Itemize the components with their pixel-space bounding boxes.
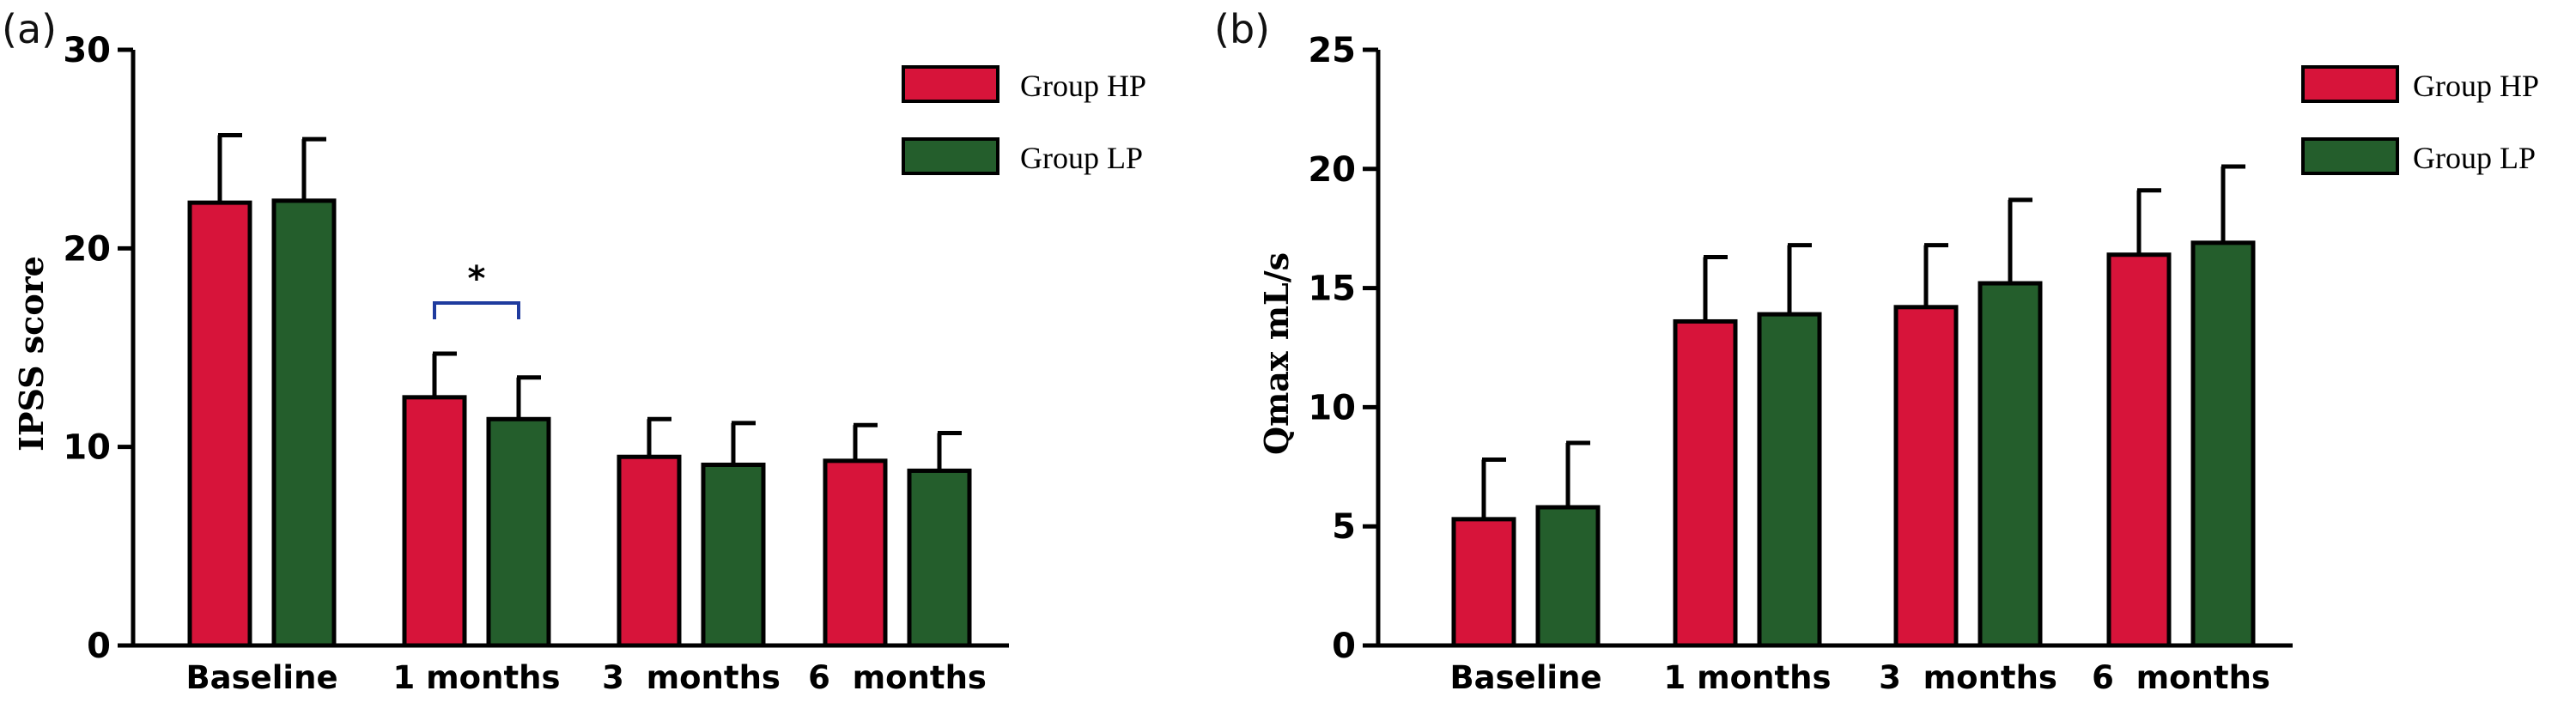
bar-group-lp-3 (2190, 240, 2256, 648)
significance-bracket (433, 301, 520, 319)
bar-group-hp-2 (617, 454, 682, 648)
y-tick-label: 20 (63, 229, 111, 269)
y-tick-label: 10 (63, 428, 111, 468)
panel-a-label: (a) (2, 6, 57, 52)
bar-group-hp-2 (1893, 305, 1959, 648)
x-tick-label: 3 months (602, 659, 781, 696)
bar-group-lp-0 (271, 198, 337, 648)
bar-group-hp-1 (1673, 318, 1738, 648)
y-tick-label: 30 (63, 31, 111, 70)
bar-group-hp-3 (823, 458, 888, 648)
legend-swatch-group-lp (902, 137, 999, 175)
bar-group-lp-0 (1535, 505, 1601, 648)
x-tick-label: 6 months (2092, 659, 2270, 696)
panel-b-label: (b) (1214, 6, 1270, 52)
bar-group-lp-2 (1978, 281, 2043, 648)
bar-group-lp-2 (701, 462, 766, 648)
x-tick-label: Baseline (1449, 659, 1601, 696)
legend-label-group-hp: Group HP (1020, 69, 1146, 103)
panel-b-y-axis-title: Qmax mL/s (1257, 252, 1296, 455)
y-tick-label: 25 (1308, 31, 1356, 70)
panel-b-legend: Group HP Group LP (2301, 65, 2539, 175)
y-tick-label: 5 (1332, 507, 1356, 547)
panel-b: (b) Qmax mL/s Baseline 1 months 3 months 6 … (1214, 6, 2539, 696)
panel-b-plot-area: Baseline 1 months 3 months 6 months 0 5 10 15 20… (1308, 31, 2293, 696)
bar-group-hp-0 (1451, 517, 1516, 648)
x-tick-label: 1 months (1664, 659, 1832, 696)
y-tick-label: 20 (1308, 150, 1356, 190)
panel-a-plot-area: Baseline 1 months 3 months 6 months 0 10 20 30 * (63, 31, 1009, 696)
x-tick-label: Baseline (185, 659, 337, 696)
panel-a-legend: Group HP Group LP (902, 65, 1146, 175)
panel-a-y-axis-title: IPSS score (12, 256, 51, 451)
legend-label-group-lp: Group LP (2413, 141, 2536, 175)
y-tick-label: 10 (1308, 388, 1356, 427)
panel-a: (a) IPSS score Baseline 1 months 3 months 6… (2, 6, 1146, 696)
legend-swatch-group-hp (902, 65, 999, 103)
bar-group-hp-0 (187, 200, 252, 648)
legend-label-group-hp: Group HP (2413, 69, 2539, 103)
bar-group-lp-1 (486, 416, 551, 648)
bar-group-lp-3 (907, 468, 972, 648)
x-tick-label: 6 months (808, 659, 987, 696)
bar-group-hp-1 (402, 395, 467, 648)
bar-group-hp-3 (2106, 252, 2172, 648)
y-tick-label: 0 (1332, 627, 1356, 666)
legend-label-group-lp: Group LP (1020, 141, 1143, 175)
x-tick-label: 3 months (1879, 659, 2057, 696)
x-tick-label: 1 months (393, 659, 561, 696)
y-tick-label: 0 (87, 627, 111, 666)
legend-swatch-group-lp (2301, 137, 2399, 175)
bar-group-lp-1 (1757, 312, 1822, 648)
y-tick-label: 15 (1308, 270, 1356, 309)
significance-marker: * (468, 259, 486, 299)
legend-swatch-group-hp (2301, 65, 2399, 103)
